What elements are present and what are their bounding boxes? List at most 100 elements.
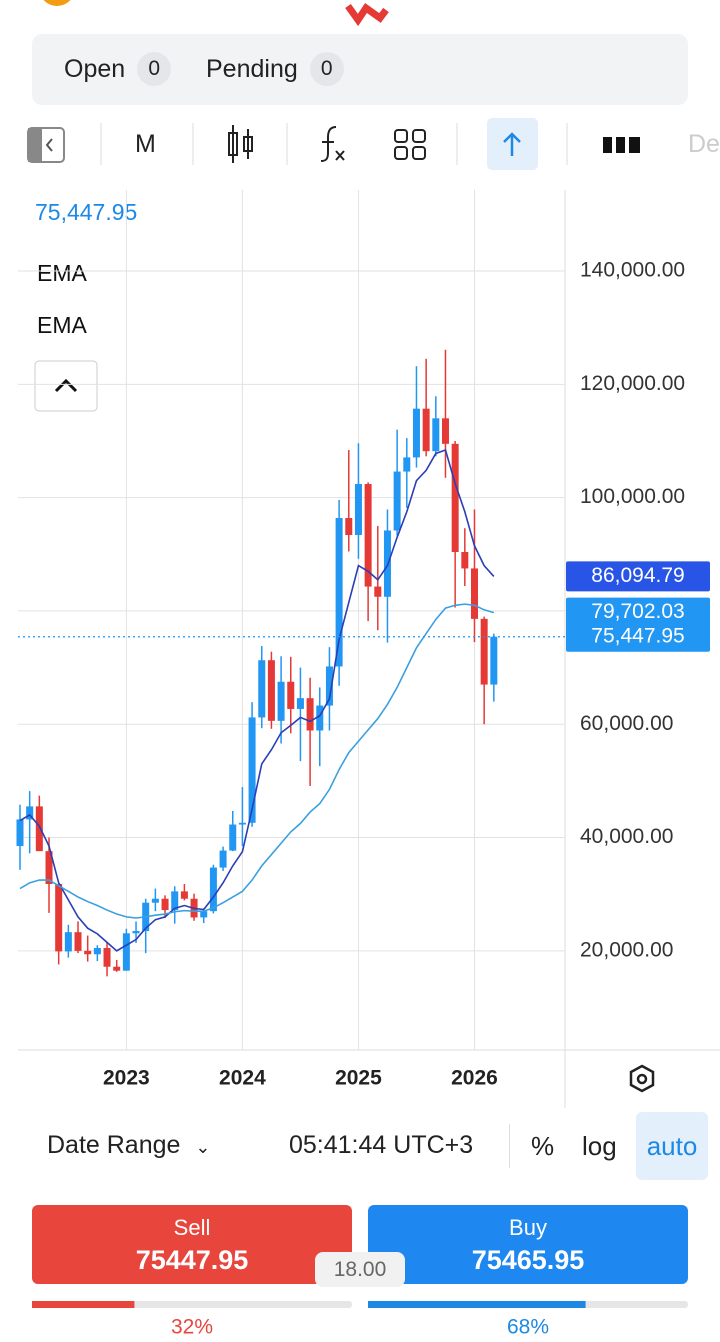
candle-body: [200, 911, 208, 918]
candle-body: [374, 586, 382, 597]
layout-icon-fill: [28, 128, 42, 162]
buy-percent: 68%: [507, 1316, 549, 1339]
chevron-icon: [54, 378, 78, 393]
candle-body: [93, 948, 101, 955]
candle-body: [132, 931, 140, 934]
candle-body: [151, 898, 159, 903]
grid-icon-cell: [394, 146, 408, 160]
settings-icon-center: [636, 1073, 648, 1085]
price-tag: [566, 597, 710, 628]
candle-body: [364, 484, 372, 587]
chart: 75,447.95 EMA EMA 20,000.00 40,000.00 60,0…: [16, 0, 720, 1108]
y-tick-label: 140,000.00: [580, 259, 685, 282]
candle-body: [461, 552, 469, 569]
grid-icon[interactable]: [394, 129, 408, 143]
candle-body: [432, 418, 440, 452]
log-toggle[interactable]: log: [582, 1131, 617, 1161]
candle-body: [441, 418, 449, 444]
toolbar-overflow[interactable]: De: [688, 130, 720, 158]
candle-body: [45, 851, 53, 885]
legend-entry: EMA: [37, 260, 88, 286]
candle-body: [470, 568, 478, 619]
price-tag-label: 79,702.03: [591, 600, 684, 623]
buy-button[interactable]: Buy 75465.95: [368, 1205, 688, 1284]
sentiment: 32% 68%: [32, 1301, 688, 1339]
bars-icon: [629, 137, 640, 153]
buy-price: 75465.95: [471, 1245, 585, 1275]
collapse-button[interactable]: [34, 360, 98, 412]
price-tag-label: 86,094.79: [591, 564, 684, 587]
candle-body: [316, 705, 324, 731]
dropdown-icon: ⌄: [195, 1137, 211, 1157]
percent-toggle[interactable]: %: [531, 1131, 555, 1161]
sell-button[interactable]: Sell 75447.95: [32, 1205, 352, 1284]
avatar: [43, 0, 71, 6]
candle-body: [84, 950, 92, 955]
x-tick-label: 2023: [103, 1067, 150, 1090]
candle-body: [354, 484, 362, 536]
y-tick-label: 100,000.00: [580, 485, 685, 508]
grid-icon-cell: [412, 146, 426, 160]
clock: 05:41:44 UTC+3: [289, 1131, 474, 1159]
y-tick-label: 40,000.00: [580, 825, 673, 848]
candle-body: [229, 824, 237, 851]
candle-body: [287, 681, 295, 709]
candle-body: [277, 681, 285, 721]
tab-open[interactable]: Open 0: [64, 52, 172, 86]
candle-body: [422, 408, 430, 452]
x-tick-label: 2026: [451, 1067, 498, 1090]
tab-count: 0: [309, 52, 344, 86]
timeframe-button[interactable]: M: [135, 130, 156, 158]
candle-body: [16, 819, 24, 847]
divider: [509, 1124, 510, 1168]
candle-body: [55, 884, 63, 952]
candle-body: [103, 948, 111, 967]
auto-toggle[interactable]: auto: [636, 1112, 708, 1180]
sell-label: Sell: [173, 1215, 211, 1240]
last-price-label: 75,447.95: [35, 199, 137, 225]
y-tick-label: 60,000.00: [580, 712, 673, 735]
candle-body: [335, 518, 343, 667]
candle-body: [209, 867, 217, 912]
candle-body: [451, 443, 459, 553]
spread: 18.00: [315, 1252, 405, 1287]
y-tick-label: 20,000.00: [580, 938, 673, 961]
price-tag: [566, 561, 710, 592]
arrow-icon: [503, 132, 521, 156]
candle-body: [238, 822, 246, 825]
bars-icon: [616, 137, 625, 153]
candle-body: [26, 806, 34, 820]
y-tick-label: 120,000.00: [580, 372, 685, 395]
sell-percent: 32%: [171, 1316, 213, 1339]
tab-count: 0: [137, 52, 172, 86]
buy-bar: [368, 1301, 586, 1308]
ema-line: [19, 449, 495, 952]
candle-body: [122, 933, 130, 971]
logo-fragment: [345, 3, 389, 27]
date-range[interactable]: Date Range ⌄: [47, 1131, 210, 1160]
tab-label: Pending: [206, 54, 298, 83]
buy-label: Buy: [509, 1215, 547, 1240]
layout-icon-arrow: [45, 138, 53, 152]
price-tag-label: 75,447.95: [591, 624, 684, 647]
candle-body: [64, 932, 72, 952]
candle-body: [345, 518, 353, 536]
sell-price: 75447.95: [135, 1245, 249, 1275]
price-tag: [566, 621, 710, 652]
candle-body: [306, 698, 314, 731]
candle-body: [490, 636, 498, 685]
candle-body: [74, 932, 82, 951]
legend-entry: EMA: [37, 312, 88, 338]
tab-pending[interactable]: Pending 0: [206, 52, 344, 86]
candle-body: [113, 966, 121, 971]
candle-body: [161, 898, 169, 911]
settings-icon[interactable]: [629, 1064, 655, 1093]
candle-body: [480, 618, 488, 685]
bars-icon[interactable]: [603, 137, 612, 153]
candle-body: [180, 891, 188, 899]
candle-body: [325, 666, 333, 706]
ema-line: [19, 603, 495, 919]
tab-label: Open: [64, 54, 126, 83]
indicators-icon[interactable]: [320, 126, 345, 162]
candle-body: [35, 806, 43, 852]
